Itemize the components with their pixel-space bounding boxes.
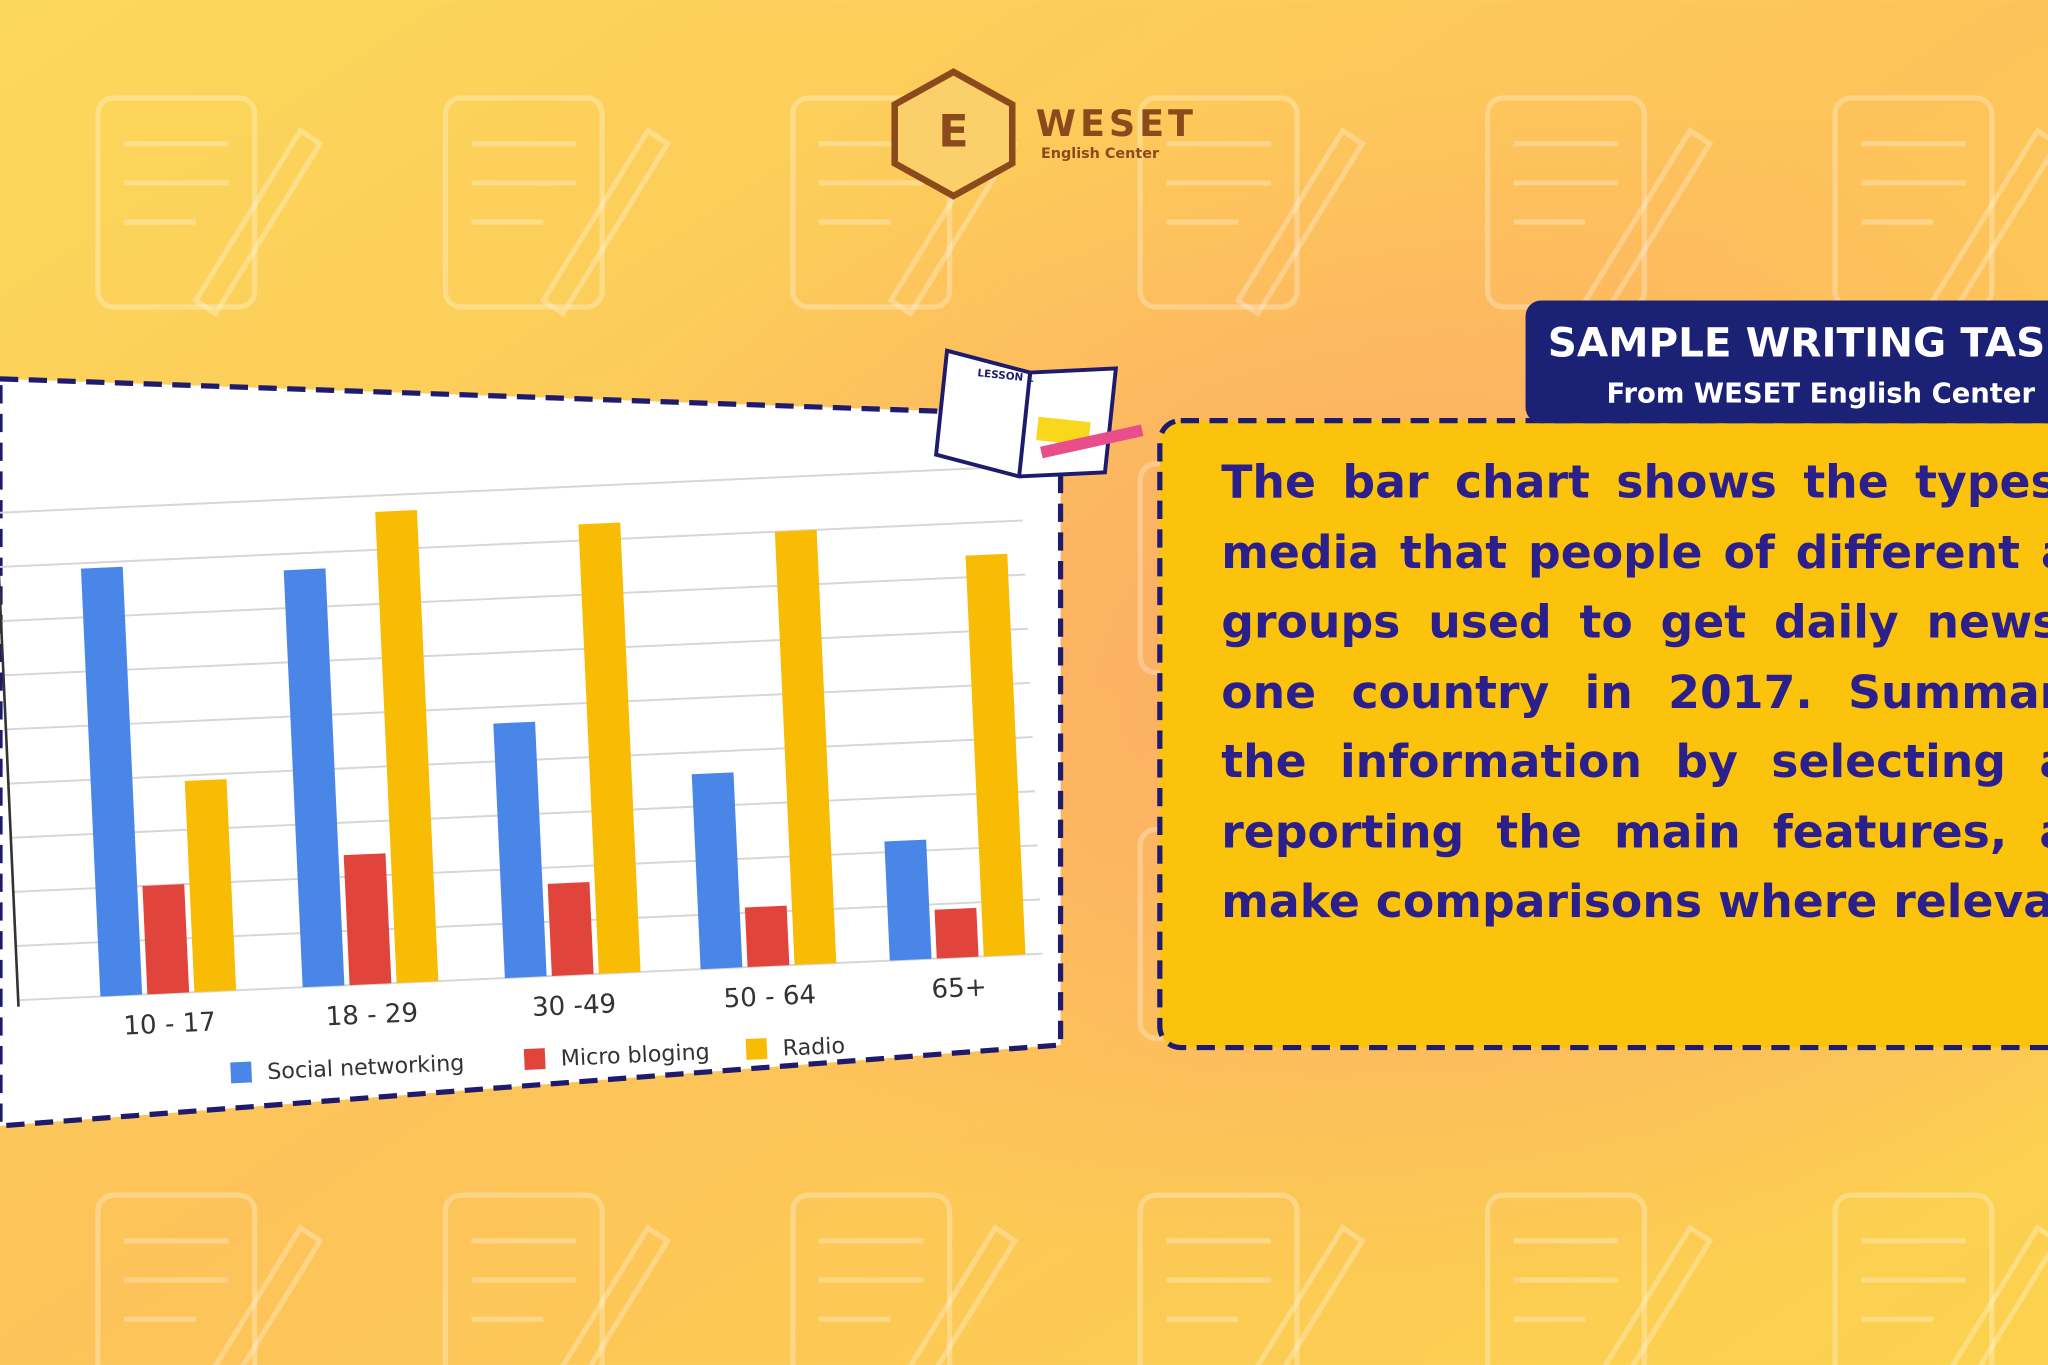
bar	[884, 839, 932, 961]
bar	[744, 905, 790, 968]
badge-subtitle: From WESET English Center	[1607, 378, 2036, 409]
x-tick-label: 10 - 17	[123, 1007, 217, 1041]
badge-title: SAMPLE WRITING TASK	[1548, 319, 2048, 367]
grid-line	[0, 573, 1026, 623]
bar	[578, 522, 641, 974]
task-text: The bar chart shows the types of media t…	[1221, 457, 2048, 929]
bar	[547, 882, 594, 976]
grid-line	[5, 681, 1031, 731]
logo-tagline: English Center	[1041, 146, 1160, 162]
book-icon: LESSON 1	[933, 348, 1144, 479]
bar	[493, 721, 547, 979]
bar	[184, 779, 237, 993]
badge	[1525, 300, 2048, 424]
x-tick-label: 65+	[931, 972, 987, 1004]
legend-swatch	[745, 1038, 768, 1060]
legend-swatch	[230, 1061, 253, 1084]
grid-line	[0, 465, 1021, 514]
task-text-frame: The bar chart shows the types of media t…	[1221, 457, 2048, 929]
bar	[375, 510, 439, 983]
bar	[343, 853, 392, 986]
bar	[142, 884, 190, 995]
book-label: LESSON 1	[977, 367, 1035, 385]
logo-name: WESET	[1036, 102, 1197, 145]
legend-swatch	[523, 1048, 546, 1071]
x-tick-label: 30 -49	[531, 989, 616, 1023]
bar	[965, 553, 1026, 957]
y-axis	[0, 460, 20, 1007]
x-tick-label: 50 - 64	[723, 980, 817, 1014]
logo: E WESET English Center	[891, 68, 1197, 200]
svg-text:E: E	[938, 106, 968, 157]
bar	[691, 772, 743, 970]
bar	[283, 568, 345, 988]
bar	[774, 529, 837, 965]
bar	[934, 907, 979, 959]
legend-label: Radio	[782, 1033, 845, 1062]
bar	[80, 566, 143, 997]
grid-line	[0, 519, 1023, 568]
grid-line	[3, 627, 1028, 677]
x-tick-label: 18 - 29	[325, 998, 419, 1032]
